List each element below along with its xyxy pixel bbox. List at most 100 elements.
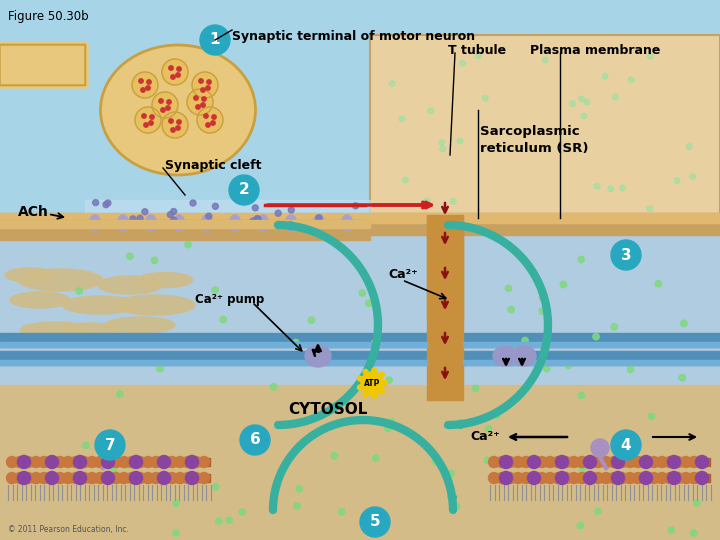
Bar <box>0 220 720 385</box>
Circle shape <box>117 391 123 397</box>
Circle shape <box>83 442 89 449</box>
Ellipse shape <box>174 215 184 231</box>
Circle shape <box>135 472 145 483</box>
Circle shape <box>372 455 379 461</box>
Ellipse shape <box>91 37 266 183</box>
Circle shape <box>102 456 114 468</box>
Circle shape <box>361 372 383 394</box>
Circle shape <box>611 456 624 469</box>
Wedge shape <box>337 225 357 235</box>
Circle shape <box>250 218 256 224</box>
Circle shape <box>388 418 395 425</box>
Text: 2: 2 <box>238 183 249 198</box>
Bar <box>0 213 720 223</box>
Circle shape <box>186 456 199 469</box>
Circle shape <box>177 120 181 124</box>
Circle shape <box>544 472 556 483</box>
Circle shape <box>159 99 163 103</box>
Circle shape <box>629 77 634 83</box>
Circle shape <box>292 339 299 346</box>
Circle shape <box>22 472 34 483</box>
Bar <box>0 385 720 540</box>
Wedge shape <box>197 225 217 235</box>
Circle shape <box>578 256 585 262</box>
Circle shape <box>611 240 641 270</box>
Bar <box>8 474 210 482</box>
Circle shape <box>212 203 218 210</box>
Circle shape <box>591 439 609 457</box>
Wedge shape <box>113 225 133 235</box>
Circle shape <box>158 471 171 484</box>
Text: 7: 7 <box>104 437 115 453</box>
Circle shape <box>196 105 200 109</box>
Circle shape <box>337 402 343 408</box>
Circle shape <box>110 456 122 468</box>
Circle shape <box>560 281 567 288</box>
Circle shape <box>639 456 652 469</box>
Circle shape <box>521 456 531 468</box>
Circle shape <box>162 59 188 85</box>
Circle shape <box>472 386 479 392</box>
Circle shape <box>173 530 179 536</box>
Circle shape <box>17 456 30 469</box>
Ellipse shape <box>60 323 120 337</box>
Circle shape <box>94 472 106 483</box>
Bar <box>370 35 720 220</box>
Circle shape <box>672 472 683 483</box>
Circle shape <box>454 503 460 510</box>
Circle shape <box>383 519 390 525</box>
Ellipse shape <box>20 322 90 338</box>
Circle shape <box>657 456 667 468</box>
Circle shape <box>602 73 608 79</box>
Circle shape <box>399 116 405 122</box>
Circle shape <box>528 471 541 484</box>
Circle shape <box>500 456 513 469</box>
Circle shape <box>569 472 580 483</box>
Circle shape <box>594 184 600 189</box>
Circle shape <box>497 472 508 483</box>
Bar <box>0 333 427 347</box>
Circle shape <box>552 456 564 468</box>
Circle shape <box>166 472 178 483</box>
Circle shape <box>616 472 628 483</box>
Circle shape <box>47 456 58 468</box>
Text: CYTOSOL: CYTOSOL <box>288 402 367 417</box>
Text: © 2011 Pearson Education, Inc.: © 2011 Pearson Education, Inc. <box>8 525 129 534</box>
Text: ATP: ATP <box>364 379 380 388</box>
Circle shape <box>143 456 153 468</box>
Circle shape <box>162 112 188 138</box>
Circle shape <box>485 426 492 432</box>
Circle shape <box>674 178 680 184</box>
Text: Synaptic cleft: Synaptic cleft <box>165 159 261 172</box>
Circle shape <box>22 456 34 468</box>
Circle shape <box>611 430 641 460</box>
Circle shape <box>38 472 50 483</box>
Circle shape <box>182 456 194 468</box>
Circle shape <box>696 471 708 484</box>
Circle shape <box>226 517 233 523</box>
Circle shape <box>608 456 619 468</box>
Circle shape <box>73 456 86 469</box>
Circle shape <box>680 456 691 468</box>
Circle shape <box>581 113 587 119</box>
Circle shape <box>119 456 130 468</box>
Circle shape <box>216 518 222 524</box>
Circle shape <box>240 425 270 455</box>
Circle shape <box>6 456 17 468</box>
Circle shape <box>174 456 186 468</box>
Circle shape <box>665 472 675 483</box>
Circle shape <box>308 317 315 323</box>
Circle shape <box>171 75 175 79</box>
Circle shape <box>611 323 618 330</box>
Circle shape <box>127 253 133 260</box>
Circle shape <box>194 96 198 100</box>
Circle shape <box>144 123 148 127</box>
Circle shape <box>632 472 644 483</box>
Circle shape <box>696 456 708 469</box>
Circle shape <box>494 412 500 418</box>
Circle shape <box>192 72 218 98</box>
Circle shape <box>439 140 445 145</box>
Circle shape <box>103 471 109 478</box>
Circle shape <box>384 426 391 431</box>
Circle shape <box>73 471 86 484</box>
